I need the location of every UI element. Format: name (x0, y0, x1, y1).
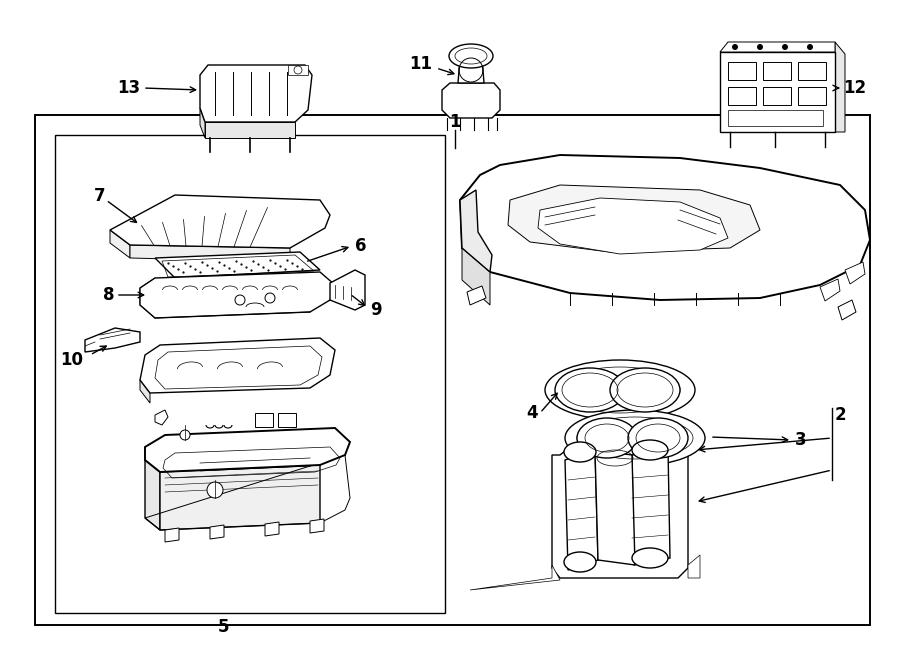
Polygon shape (160, 465, 320, 530)
Polygon shape (110, 195, 330, 248)
Polygon shape (145, 460, 160, 530)
Polygon shape (85, 328, 140, 352)
Polygon shape (820, 279, 840, 301)
Polygon shape (265, 522, 279, 536)
Polygon shape (155, 410, 168, 425)
Text: 10: 10 (60, 351, 83, 369)
Ellipse shape (564, 552, 596, 572)
Bar (278, 413, 296, 427)
Polygon shape (155, 252, 320, 278)
Circle shape (235, 295, 245, 305)
Circle shape (180, 430, 190, 440)
Polygon shape (110, 230, 130, 258)
Text: 9: 9 (370, 301, 382, 319)
Bar (728, 62, 756, 80)
Ellipse shape (545, 360, 695, 420)
Bar (763, 87, 791, 105)
Bar (255, 413, 273, 427)
Polygon shape (140, 380, 150, 403)
Ellipse shape (449, 44, 493, 68)
Bar (763, 62, 791, 80)
Polygon shape (460, 155, 870, 300)
Polygon shape (632, 448, 670, 565)
Bar (55, 135, 445, 613)
Ellipse shape (632, 548, 668, 568)
Circle shape (207, 482, 223, 498)
Text: 6: 6 (355, 237, 366, 255)
Text: 1: 1 (449, 113, 461, 131)
Polygon shape (720, 42, 835, 52)
Circle shape (265, 293, 275, 303)
Ellipse shape (628, 418, 688, 458)
Polygon shape (140, 278, 155, 318)
Circle shape (807, 44, 813, 50)
Text: 2: 2 (835, 406, 847, 424)
Circle shape (732, 44, 738, 50)
Ellipse shape (564, 442, 596, 462)
Polygon shape (140, 272, 335, 318)
Polygon shape (442, 83, 500, 118)
Polygon shape (460, 190, 492, 272)
Polygon shape (330, 270, 365, 310)
Bar (35, 115, 870, 625)
Ellipse shape (555, 368, 625, 412)
Bar (798, 87, 826, 105)
Text: 11: 11 (409, 55, 432, 73)
Text: 5: 5 (217, 618, 229, 636)
Polygon shape (470, 565, 560, 590)
Polygon shape (845, 262, 865, 284)
Ellipse shape (577, 418, 637, 458)
Polygon shape (140, 338, 335, 393)
Polygon shape (210, 525, 224, 539)
Polygon shape (205, 122, 295, 138)
Polygon shape (458, 58, 484, 83)
Ellipse shape (632, 440, 668, 460)
Ellipse shape (565, 410, 705, 466)
Text: 13: 13 (117, 79, 140, 97)
Text: 3: 3 (795, 431, 806, 449)
Polygon shape (835, 42, 845, 132)
Polygon shape (200, 65, 312, 122)
Bar (798, 62, 826, 80)
Polygon shape (838, 300, 856, 320)
Bar (720, 52, 835, 132)
Polygon shape (130, 245, 290, 262)
Polygon shape (467, 286, 486, 305)
Bar (728, 87, 756, 105)
Polygon shape (288, 65, 308, 75)
Circle shape (757, 44, 763, 50)
Text: 8: 8 (103, 286, 114, 304)
Polygon shape (688, 555, 700, 578)
Text: 7: 7 (94, 187, 105, 205)
Polygon shape (145, 428, 350, 472)
Circle shape (782, 44, 788, 50)
Polygon shape (508, 185, 760, 252)
Text: 12: 12 (843, 79, 866, 97)
Bar (728, 110, 823, 126)
Polygon shape (310, 519, 324, 533)
Circle shape (294, 66, 302, 74)
Polygon shape (165, 528, 179, 542)
Text: 4: 4 (526, 404, 538, 422)
Polygon shape (565, 450, 598, 570)
Polygon shape (595, 450, 635, 565)
Ellipse shape (610, 368, 680, 412)
Polygon shape (200, 108, 205, 138)
Polygon shape (538, 198, 728, 254)
Polygon shape (462, 248, 490, 305)
